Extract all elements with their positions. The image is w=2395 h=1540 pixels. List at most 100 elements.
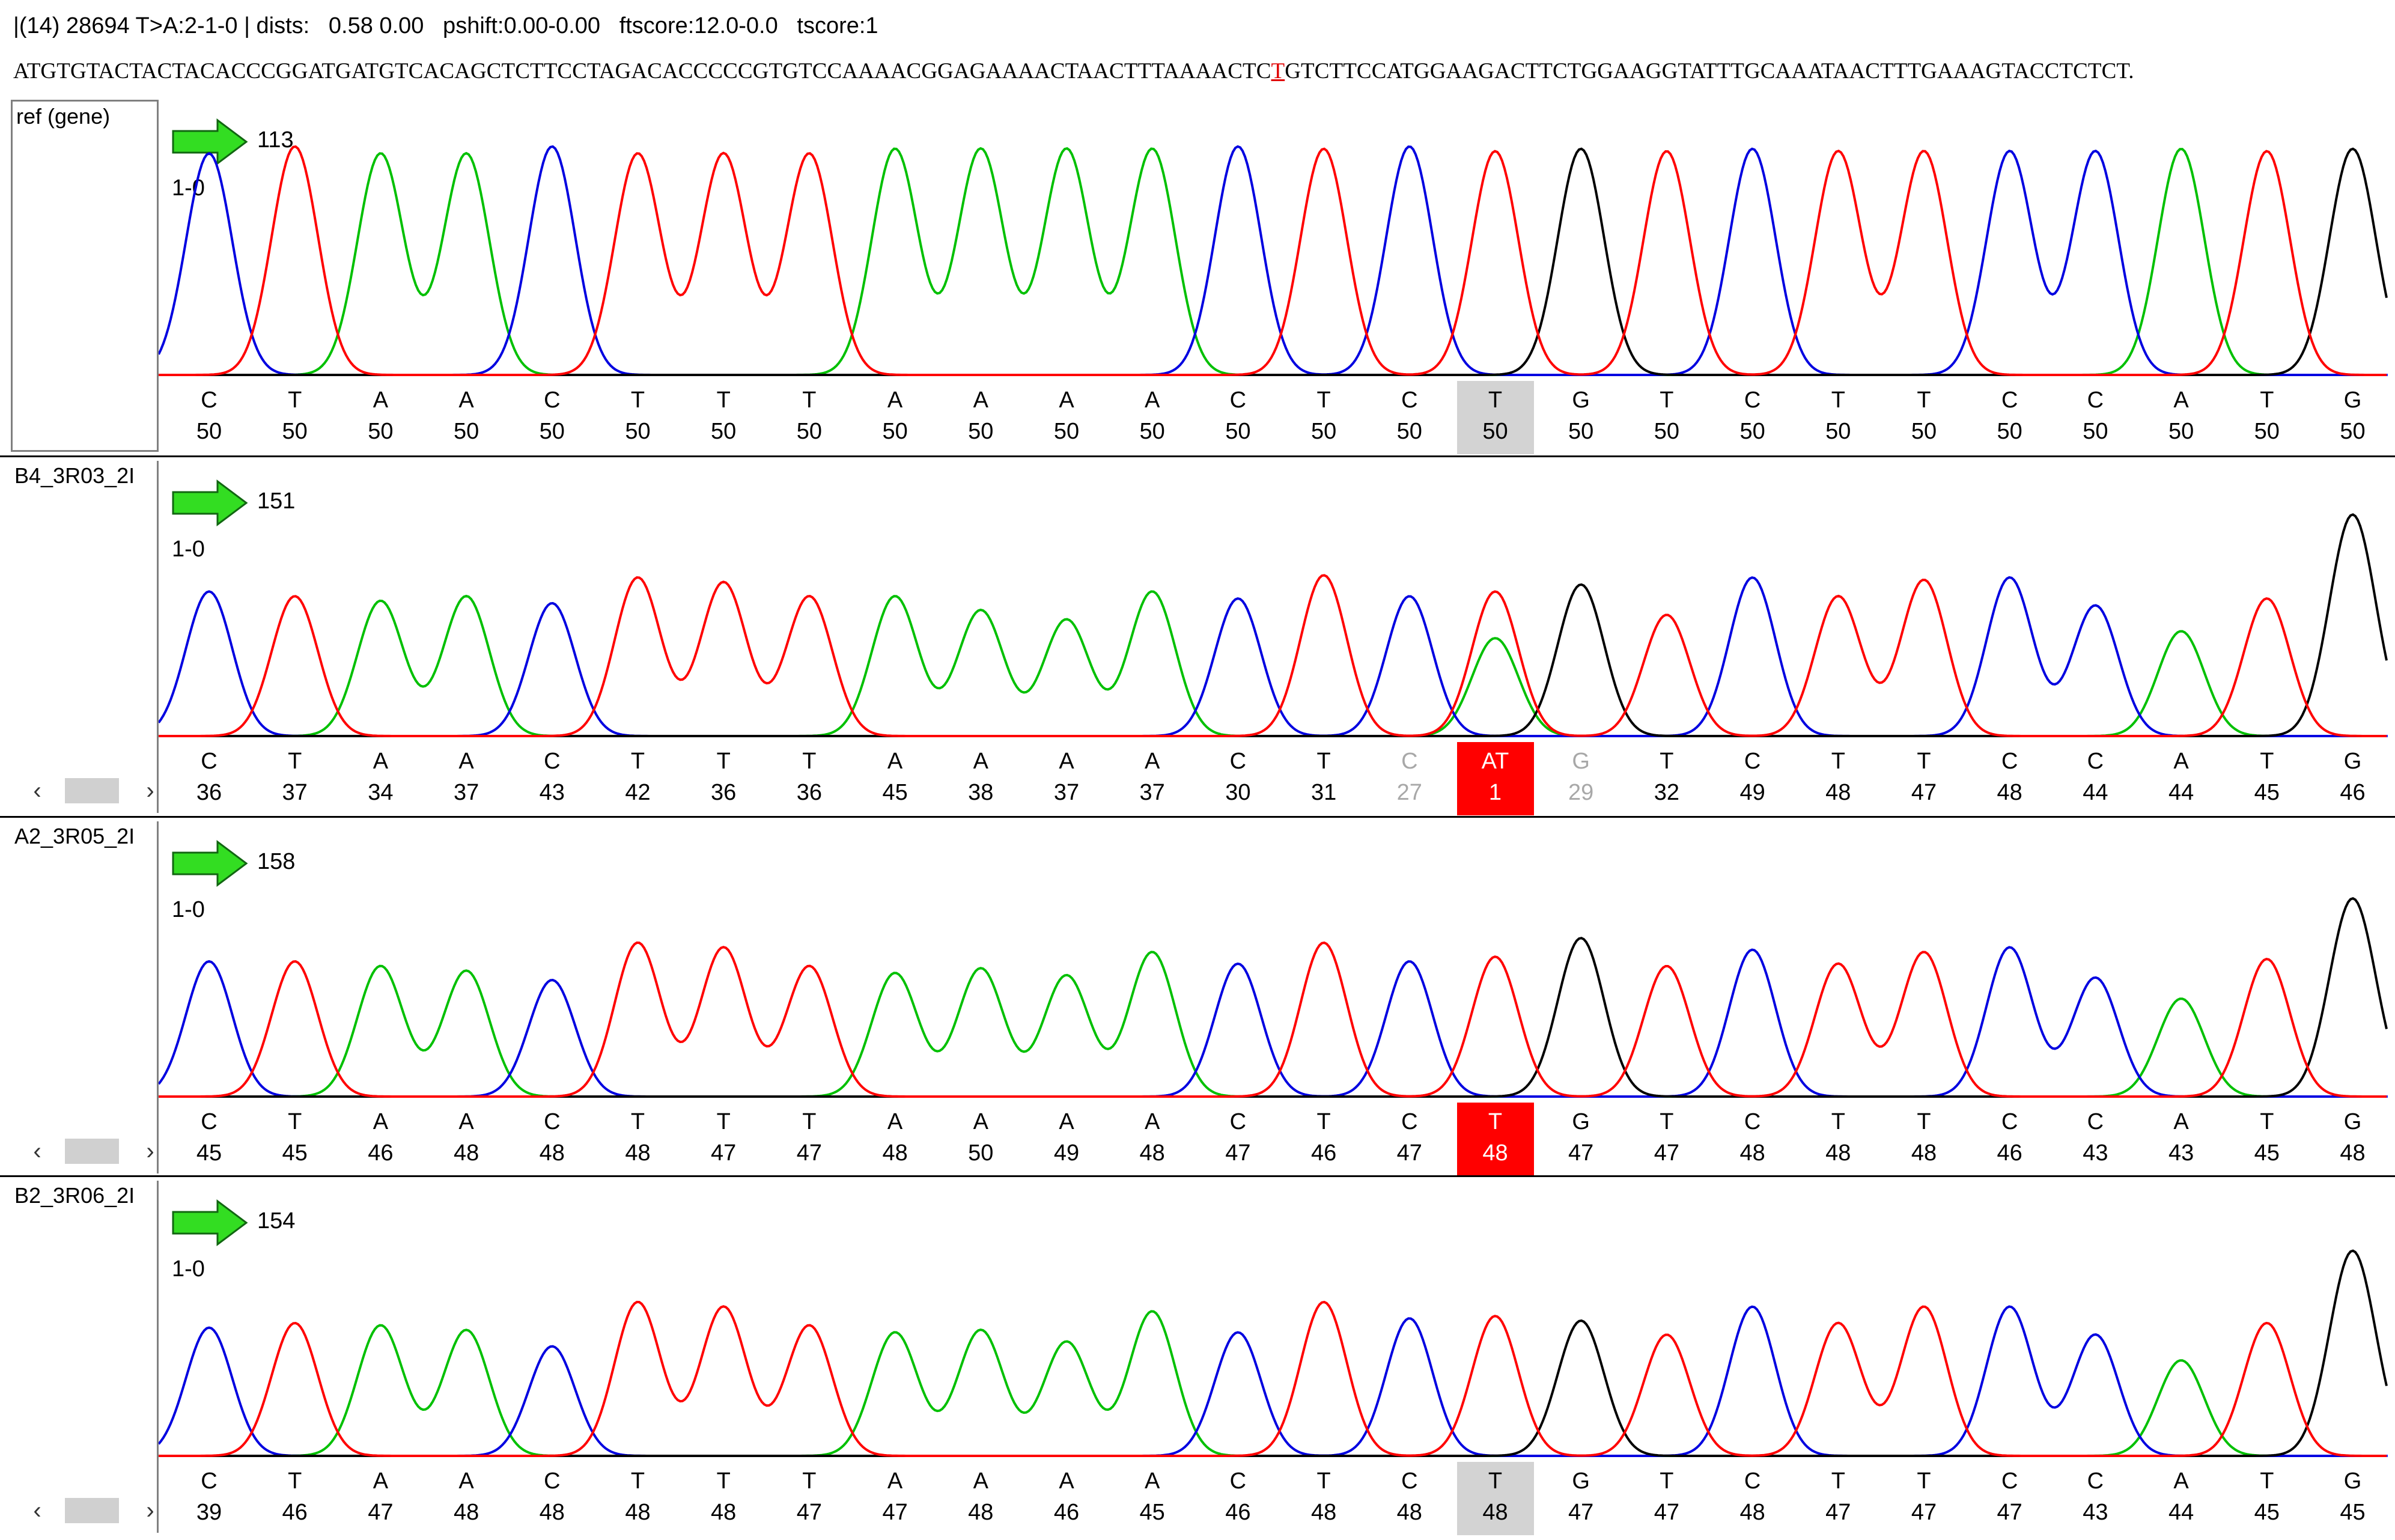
base-call[interactable]: G 45 [2314,1462,2391,1535]
base-call[interactable]: A 48 [857,1103,934,1176]
base-call[interactable]: C 50 [1714,381,1791,454]
base-call[interactable]: T 48 [685,1462,762,1535]
base-call[interactable]: A 43 [2143,1103,2220,1176]
chromatogram-area[interactable]: 113 1-0 C 50 T 50 A 50 A 50 C 50 T 50 T 50 T 50 A 50 A 50 A 50 A… [159,96,2395,455]
base-call[interactable]: A 44 [2143,742,2220,815]
base-call[interactable]: C 50 [171,381,248,454]
base-call[interactable]: C 48 [1714,1462,1791,1535]
base-call[interactable]: G 46 [2314,742,2391,815]
base-call[interactable]: T 48 [1885,1103,1962,1176]
chromatogram-area[interactable]: 158 1-0 C 45 T 45 A 46 A 48 C 48 T 48 T 47 T 47 A 48 A 50 A 49 A… [159,818,2395,1177]
base-call[interactable]: T 48 [1456,1462,1534,1535]
base-call[interactable]: G 48 [2314,1103,2391,1176]
scroll-right-icon[interactable]: › [146,778,154,804]
scroll-thumb[interactable] [65,1139,119,1164]
scroll-right-icon[interactable]: › [146,1497,154,1524]
base-call[interactable]: T 31 [1285,742,1362,815]
base-call[interactable]: A 48 [1114,1103,1191,1176]
base-call[interactable]: C 48 [1714,1103,1791,1176]
base-call[interactable]: A 50 [942,381,1019,454]
scroll-thumb[interactable] [65,1498,119,1523]
base-call[interactable]: C 43 [2057,1462,2134,1535]
horizontal-scrollbar[interactable]: ‹ › [22,775,157,807]
base-call[interactable]: C 36 [171,742,248,815]
base-call[interactable]: G 47 [1542,1462,1619,1535]
base-call[interactable]: A 48 [428,1462,505,1535]
base-call[interactable]: T 45 [257,1103,333,1176]
base-call[interactable]: T 45 [2229,742,2305,815]
base-call[interactable]: T 42 [600,742,677,815]
base-call[interactable]: T 50 [771,381,848,454]
base-call[interactable]: T 47 [1885,1462,1962,1535]
base-call[interactable]: T 50 [2229,381,2305,454]
base-call[interactable]: T 36 [685,742,762,815]
base-call[interactable]: C 43 [514,742,591,815]
base-call[interactable]: T 48 [1800,742,1876,815]
base-call[interactable]: T 47 [1628,1462,1705,1535]
base-call[interactable]: A 50 [857,381,934,454]
scroll-thumb[interactable] [65,778,119,803]
horizontal-scrollbar[interactable]: ‹ › [22,1135,157,1167]
base-call[interactable]: G 50 [2314,381,2391,454]
base-call[interactable]: C 48 [1371,1462,1448,1535]
base-call[interactable]: A 44 [2143,1462,2220,1535]
base-call[interactable]: C 46 [1199,1462,1276,1535]
base-call[interactable]: T 48 [1800,1103,1876,1176]
scroll-left-icon[interactable]: ‹ [33,1497,41,1524]
base-call[interactable]: A 47 [342,1462,419,1535]
base-call[interactable]: T 48 [1285,1462,1362,1535]
base-call[interactable]: A 37 [428,742,505,815]
base-call[interactable]: C 44 [2057,742,2134,815]
scroll-left-icon[interactable]: ‹ [33,778,41,804]
base-call[interactable]: T 47 [1628,1103,1705,1176]
base-call[interactable]: C 50 [1971,381,2048,454]
base-call[interactable]: A 45 [857,742,934,815]
base-call[interactable]: A 46 [342,1103,419,1176]
scroll-left-icon[interactable]: ‹ [33,1138,41,1164]
base-call[interactable]: C 49 [1714,742,1791,815]
base-call[interactable]: G 29 [1542,742,1619,815]
base-call[interactable]: T 50 [600,381,677,454]
base-call[interactable]: T 47 [1885,742,1962,815]
base-call[interactable]: T 37 [257,742,333,815]
base-call[interactable]: C 45 [171,1103,248,1176]
base-call[interactable]: C 39 [171,1462,248,1535]
base-call[interactable]: T 48 [600,1462,677,1535]
base-call[interactable]: C 47 [1371,1103,1448,1176]
base-call[interactable]: T 45 [2229,1103,2305,1176]
base-call[interactable]: G 50 [1542,381,1619,454]
horizontal-scrollbar[interactable]: ‹ › [22,1494,157,1527]
base-call[interactable]: C 30 [1199,742,1276,815]
base-call[interactable]: C 50 [1199,381,1276,454]
base-call[interactable]: C 50 [1371,381,1448,454]
base-call[interactable]: A 48 [942,1462,1019,1535]
base-call[interactable]: A 50 [942,1103,1019,1176]
base-call[interactable]: A 47 [857,1462,934,1535]
chromatogram-area[interactable]: 154 1-0 C 39 T 46 A 47 A 48 C 48 T 48 T 48 T 47 A 47 A 48 A 46 A… [159,1177,2395,1536]
base-call[interactable]: T 47 [771,1462,848,1535]
base-call[interactable]: T 50 [685,381,762,454]
base-call[interactable]: T 46 [1285,1103,1362,1176]
scroll-right-icon[interactable]: › [146,1138,154,1164]
base-call[interactable]: T 48 [600,1103,677,1176]
base-call[interactable]: C 48 [514,1103,591,1176]
base-call[interactable]: A 50 [1114,381,1191,454]
chromatogram-area[interactable]: 151 1-0 C 36 T 37 A 34 A 37 C 43 T 42 T 36 T 36 A 45 A 38 A 37 A… [159,457,2395,817]
base-call[interactable]: T 50 [1800,381,1876,454]
base-call[interactable]: T 45 [2229,1462,2305,1535]
base-call[interactable]: T 47 [771,1103,848,1176]
base-call[interactable]: A 50 [2143,381,2220,454]
base-call[interactable]: AT 1 [1456,742,1534,815]
base-call[interactable]: A 34 [342,742,419,815]
base-call[interactable]: T 46 [257,1462,333,1535]
base-call[interactable]: T 47 [685,1103,762,1176]
base-call[interactable]: C 46 [1971,1103,2048,1176]
base-call[interactable]: C 27 [1371,742,1448,815]
base-call[interactable]: T 32 [1628,742,1705,815]
base-call[interactable]: C 48 [1971,742,2048,815]
base-call[interactable]: C 50 [514,381,591,454]
base-call[interactable]: C 47 [1971,1462,2048,1535]
base-call[interactable]: T 48 [1456,1103,1534,1176]
base-call[interactable]: A 37 [1114,742,1191,815]
base-call[interactable]: C 43 [2057,1103,2134,1176]
